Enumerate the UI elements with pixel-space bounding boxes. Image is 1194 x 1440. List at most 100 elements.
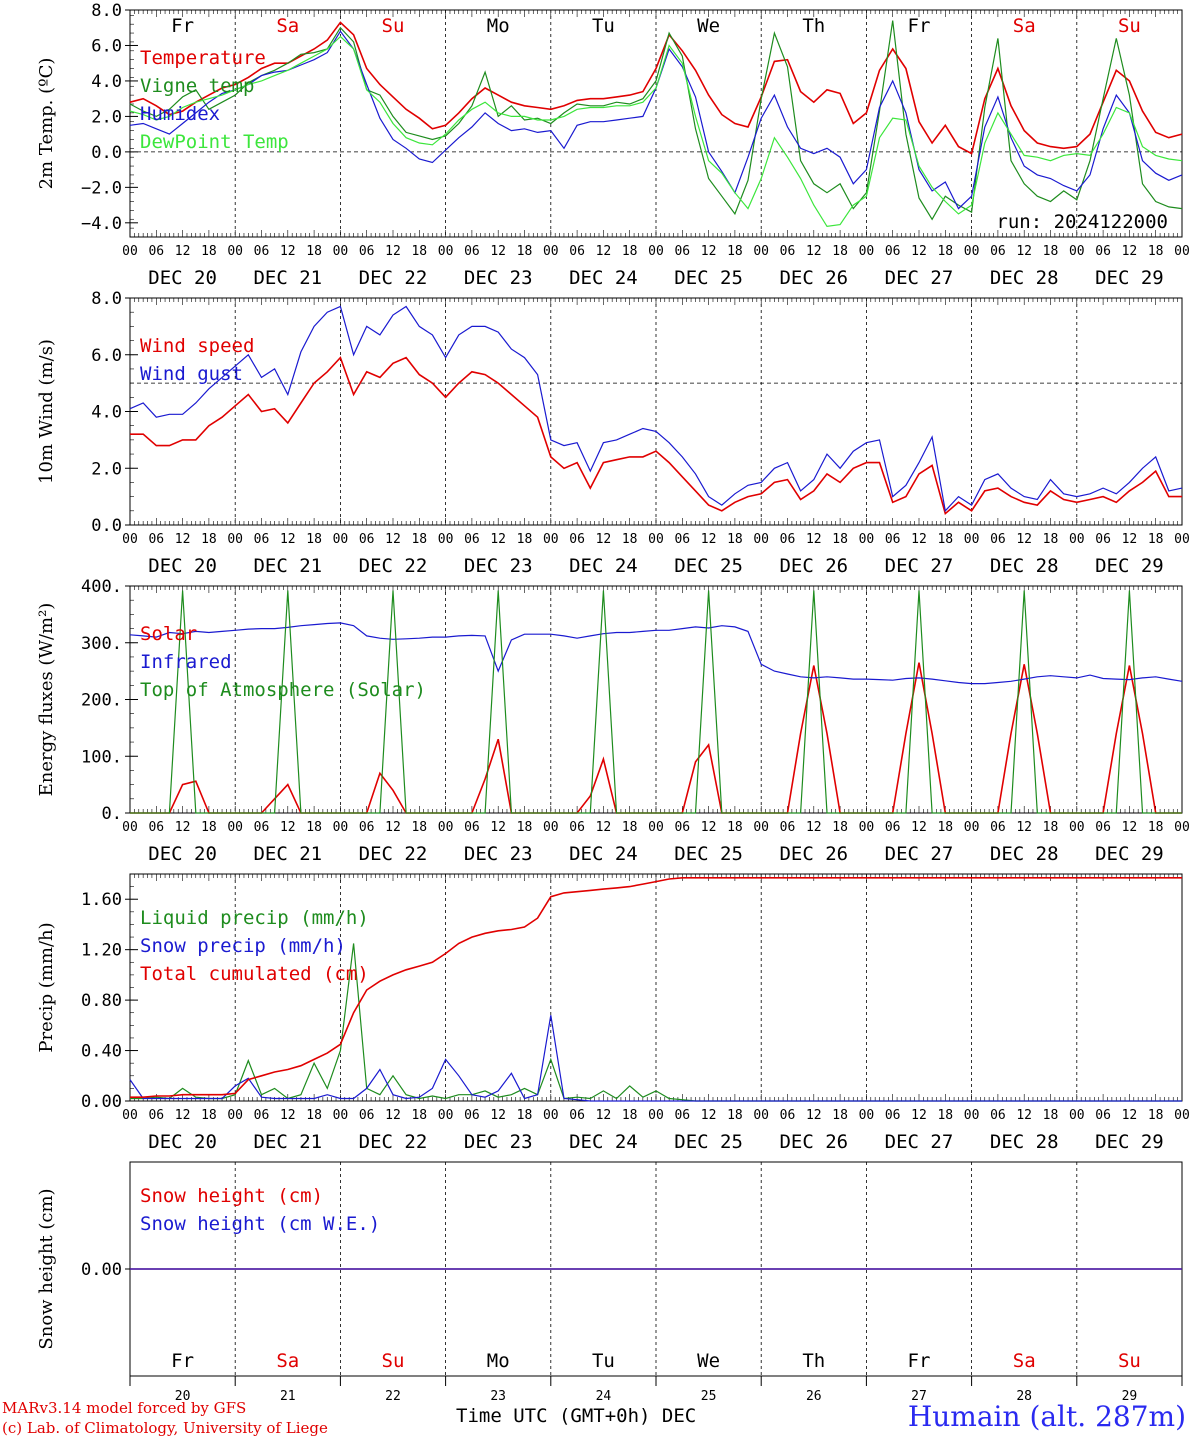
x-hour-label: 00 — [648, 1108, 664, 1123]
series-line-wind-gust — [129, 305, 1183, 513]
x-hour-label: 18 — [1148, 532, 1164, 547]
x-hour-label: 12 — [701, 244, 717, 259]
weekday-label: Mo — [487, 1350, 510, 1372]
weekday-label: Sa — [276, 15, 299, 37]
x-hour-label: 12 — [806, 244, 822, 259]
y-tick-label: 6.0 — [91, 36, 122, 56]
x-hour-label: 06 — [569, 1108, 585, 1123]
x-hour-label: 18 — [832, 1108, 848, 1123]
series-line-total-cumulated-cm- — [130, 876, 1182, 1098]
x-hour-label: 06 — [254, 820, 270, 835]
date-number: 22 — [385, 1389, 401, 1404]
x-hour-label: 18 — [517, 244, 533, 259]
x-hour-label: 06 — [990, 244, 1006, 259]
x-date-label: DEC 27 — [885, 1131, 954, 1153]
x-hour-label: 00 — [1069, 1108, 1085, 1123]
x-date-label: DEC 28 — [990, 267, 1059, 289]
x-hour-label: 12 — [1016, 244, 1032, 259]
weekday-label: Su — [1118, 1350, 1141, 1372]
x-date-label: DEC 25 — [674, 267, 743, 289]
weekday-label: Tu — [592, 15, 615, 37]
weekday-label: Sa — [1013, 1350, 1036, 1372]
x-date-label: DEC 24 — [569, 267, 638, 289]
weekday-label: We — [697, 1350, 720, 1372]
x-date-label: DEC 28 — [990, 555, 1059, 577]
x-hour-label: 12 — [385, 532, 401, 547]
weekday-label: Mo — [487, 15, 510, 37]
x-date-label: DEC 24 — [569, 555, 638, 577]
x-hour-label: 18 — [832, 244, 848, 259]
y-tick-label: 1.60 — [81, 890, 122, 910]
x-hour-label: 18 — [517, 1108, 533, 1123]
x-hour-label: 06 — [885, 1108, 901, 1123]
x-hour-label: 18 — [937, 820, 953, 835]
x-hour-label: 06 — [254, 1108, 270, 1123]
date-number: 23 — [490, 1389, 506, 1404]
y-tick-label: 2.0 — [91, 107, 122, 127]
legend-entry: Liquid precip (mm/h) — [140, 907, 369, 929]
x-hour-label: 00 — [1069, 820, 1085, 835]
x-hour-label: 12 — [385, 244, 401, 259]
x-date-label: DEC 20 — [148, 843, 217, 865]
x-hour-label: 18 — [517, 820, 533, 835]
x-hour-label: 12 — [490, 1108, 506, 1123]
x-hour-label: 00 — [753, 820, 769, 835]
x-date-label: DEC 27 — [885, 267, 954, 289]
x-date-label: DEC 23 — [464, 555, 533, 577]
x-hour-label: 12 — [385, 1108, 401, 1123]
x-date-label: DEC 20 — [148, 1131, 217, 1153]
x-date-label: DEC 26 — [779, 555, 848, 577]
x-date-label: DEC 21 — [253, 843, 322, 865]
x-hour-label: 00 — [333, 244, 349, 259]
x-hour-label: 00 — [648, 820, 664, 835]
x-hour-label: 18 — [937, 532, 953, 547]
x-hour-label: 18 — [306, 820, 322, 835]
weekday-label: Su — [382, 1350, 405, 1372]
x-hour-label: 00 — [753, 1108, 769, 1123]
x-hour-label: 18 — [411, 532, 427, 547]
x-hour-label: 18 — [832, 820, 848, 835]
x-hour-label: 12 — [490, 820, 506, 835]
y-tick-label: −4.0 — [81, 214, 122, 234]
x-hour-label: 18 — [201, 1108, 217, 1123]
y-tick-label: 4.0 — [91, 72, 122, 92]
x-hour-label: 06 — [990, 1108, 1006, 1123]
x-hour-label: 06 — [885, 820, 901, 835]
series-line-dewpoint-temp — [129, 35, 1183, 228]
x-hour-label: 00 — [964, 532, 980, 547]
x-hour-label: 00 — [543, 244, 559, 259]
x-hour-label: 06 — [148, 1108, 164, 1123]
weekday-label: Fr — [908, 15, 931, 37]
x-date-label: DEC 21 — [253, 267, 322, 289]
x-hour-label: 12 — [175, 244, 191, 259]
legend-entry: Solar — [140, 623, 197, 645]
x-hour-label: 18 — [411, 244, 427, 259]
x-date-label: DEC 20 — [148, 555, 217, 577]
y-tick-label: 0.0 — [91, 143, 122, 163]
x-hour-label: 18 — [937, 1108, 953, 1123]
x-hour-label: 06 — [359, 820, 375, 835]
x-date-label: DEC 28 — [990, 1131, 1059, 1153]
x-hour-label: 06 — [1095, 1108, 1111, 1123]
series-line-snow-precip-mm-h- — [129, 1015, 1182, 1102]
x-hour-label: 06 — [464, 1108, 480, 1123]
x-hour-label: 00 — [122, 820, 138, 835]
x-hour-label: 06 — [569, 532, 585, 547]
x-hour-label: 06 — [148, 244, 164, 259]
x-hour-label: 12 — [1016, 820, 1032, 835]
y-tick-label: 400. — [81, 577, 122, 597]
x-hour-label: 06 — [569, 820, 585, 835]
panel-3-y-axis-label: Precip (mm/h) — [36, 922, 57, 1052]
x-hour-label: 12 — [490, 244, 506, 259]
x-hour-label: 00 — [543, 820, 559, 835]
x-date-label: DEC 21 — [253, 555, 322, 577]
x-hour-label: 00 — [122, 1108, 138, 1123]
x-hour-label: 12 — [806, 532, 822, 547]
series-line-infrared — [129, 622, 1183, 685]
x-hour-label: 12 — [1122, 820, 1138, 835]
x-hour-label: 06 — [674, 820, 690, 835]
legend-entry: Humidex — [140, 103, 220, 125]
x-hour-label: 06 — [148, 820, 164, 835]
x-date-label: DEC 26 — [779, 843, 848, 865]
x-hour-label: 06 — [254, 244, 270, 259]
